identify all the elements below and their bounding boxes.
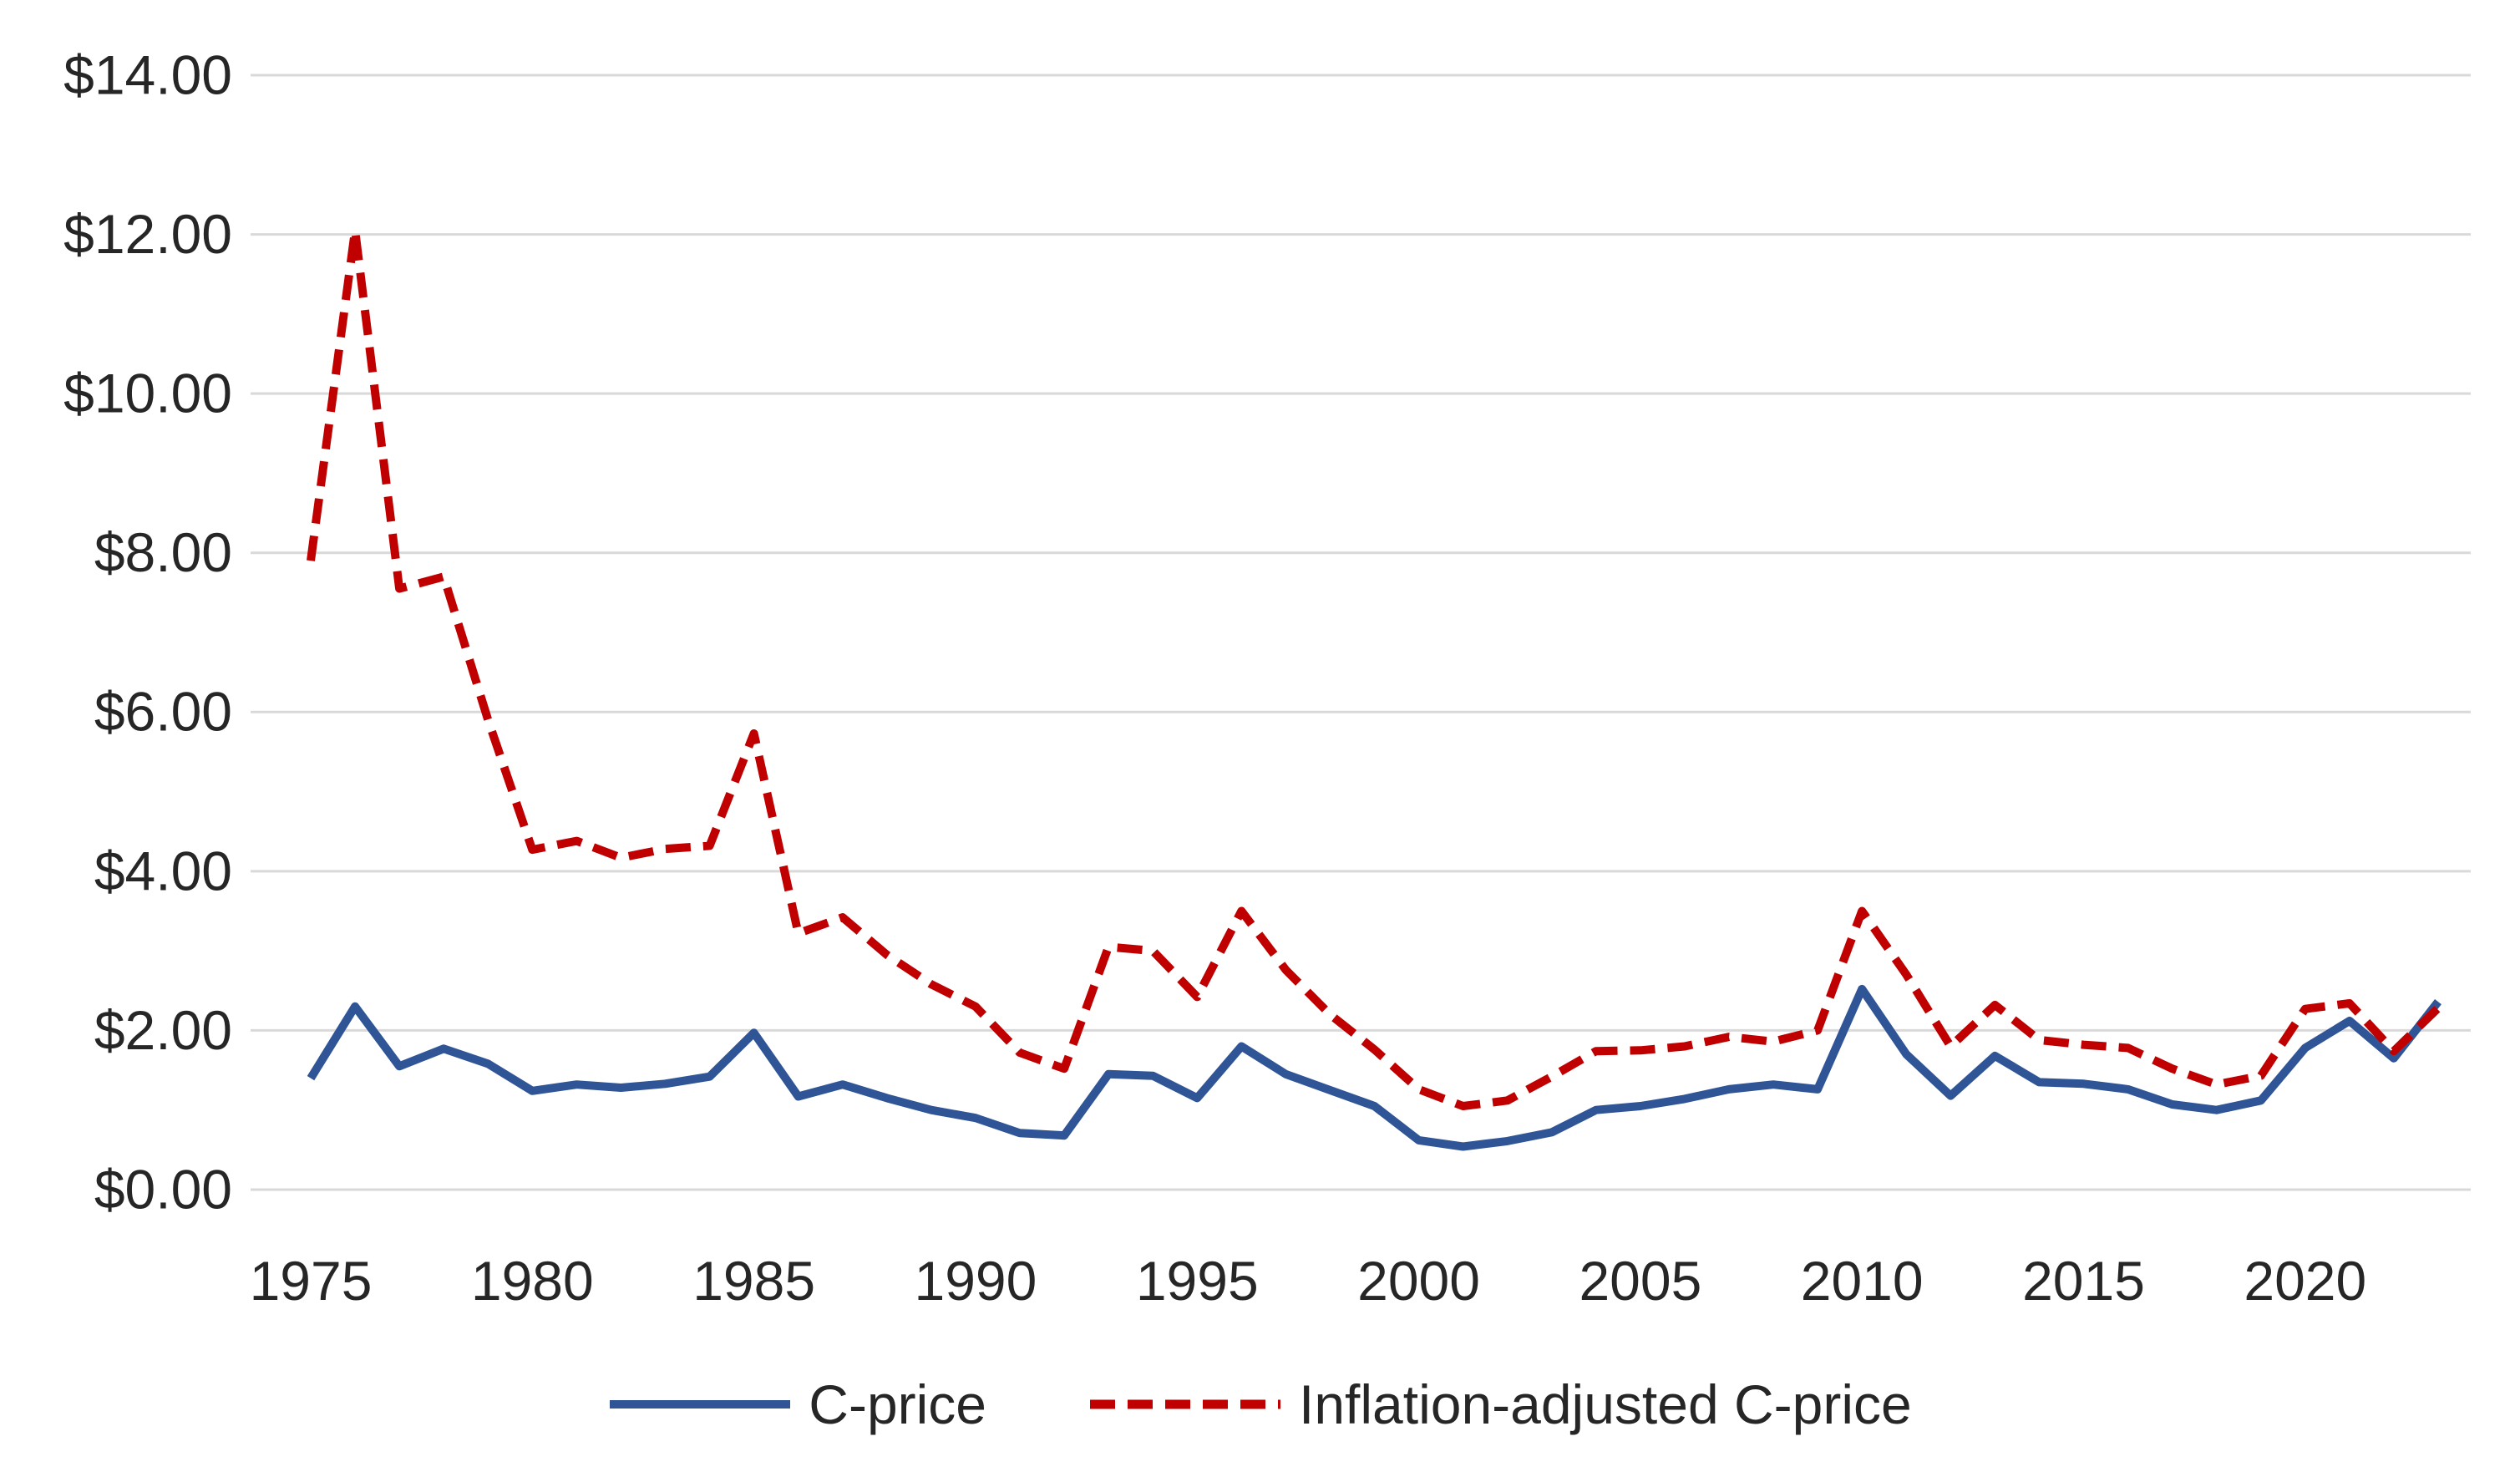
gridlines-group [251, 74, 2471, 1191]
legend-item-inflation-adjusted: Inflation-adjusted C-price [1088, 1377, 1912, 1432]
legend-label-inflation-adjusted: Inflation-adjusted C-price [1299, 1373, 1912, 1435]
x-tick-label: 1980 [471, 1250, 594, 1312]
c-price-series-line [307, 984, 2441, 1151]
x-tick-label: 2010 [1801, 1250, 1924, 1312]
y-tick-label: $2.00 [94, 999, 232, 1061]
y-tick-label: $8.00 [94, 521, 232, 583]
x-tick-label: 2005 [1579, 1250, 1701, 1312]
x-tick-label: 1975 [250, 1250, 373, 1312]
chart-legend: C-price Inflation-adjusted C-price [0, 1377, 2520, 1432]
x-tick-label: 2015 [2022, 1250, 2145, 1312]
x-tick-label: 2020 [2244, 1250, 2366, 1312]
y-axis-tick-labels: $0.00 $2.00 $4.00 $6.00 $8.00 $10.00 $12.00 $14… [63, 43, 232, 1220]
y-tick-label: $14.00 [63, 43, 232, 105]
legend-label-c-price: C-price [809, 1373, 986, 1435]
x-tick-label: 2000 [1357, 1250, 1480, 1312]
inflation-adjusted-series-line [307, 226, 2441, 1110]
y-tick-label: $0.00 [94, 1158, 232, 1220]
series-group [307, 226, 2441, 1151]
x-tick-label: 1985 [692, 1250, 815, 1312]
y-tick-label: $12.00 [63, 203, 232, 265]
c-price-line-swatch-icon [610, 1400, 791, 1409]
x-axis-tick-labels: 1975 1980 1985 1990 1995 2000 2005 2010 2015 2020 [250, 1250, 2367, 1312]
y-tick-label: $4.00 [94, 840, 232, 901]
x-tick-label: 1990 [915, 1250, 1037, 1312]
legend-item-c-price: C-price [608, 1377, 986, 1432]
inflation-adjusted-dashed-line-swatch-icon [1090, 1399, 1280, 1409]
y-tick-label: $6.00 [94, 681, 232, 743]
y-tick-label: $10.00 [63, 363, 232, 424]
x-tick-label: 1995 [1136, 1250, 1259, 1312]
